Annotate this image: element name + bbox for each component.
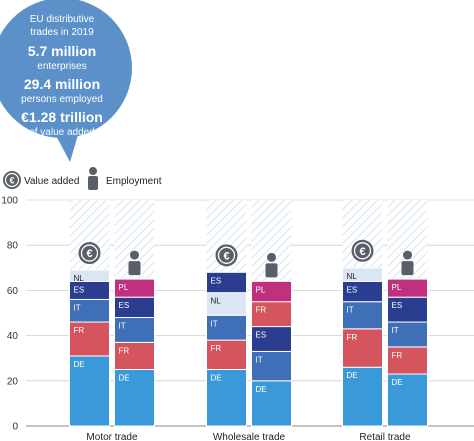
bar-segment xyxy=(114,369,155,427)
bar-segment xyxy=(342,267,383,282)
segment-label: ES xyxy=(256,331,267,340)
x-category-label: Wholesale trade xyxy=(213,432,286,441)
y-tick-label: 40 xyxy=(7,331,19,342)
person-icon xyxy=(265,252,278,278)
info-enterprises-label: enterprises xyxy=(37,61,86,72)
svg-text:€: € xyxy=(223,250,229,262)
segment-label: PL xyxy=(119,283,129,292)
segment-label: ES xyxy=(74,285,85,294)
euro-icon: € xyxy=(351,239,374,262)
segment-label: DE xyxy=(392,378,403,387)
bar-segment xyxy=(342,301,383,330)
bar-segment xyxy=(69,269,110,282)
category-labels: Motor trade Wholesale trade Retail trade xyxy=(86,432,411,441)
y-tick-label: 100 xyxy=(1,196,18,207)
person-icon xyxy=(88,167,98,190)
bar-segment xyxy=(206,339,247,370)
segment-label: FR xyxy=(392,351,403,360)
segment-label: DE xyxy=(119,374,130,383)
bar-segment xyxy=(342,366,383,427)
segment-label: IT xyxy=(74,303,81,312)
bar-group: DE FR IT NL ES € DE IT ES FR PL xyxy=(206,200,292,427)
svg-text:€: € xyxy=(9,176,14,186)
segment-label: DE xyxy=(211,374,222,383)
segment-label: DE xyxy=(347,371,358,380)
segment-label: FR xyxy=(119,346,130,355)
bar-segment xyxy=(114,317,155,343)
info-enterprises-value: 5.7 million xyxy=(28,43,96,59)
bar-segment xyxy=(387,373,428,427)
person-icon xyxy=(128,250,141,276)
segment-label: FR xyxy=(211,344,222,353)
info-title-line1: EU distributive xyxy=(30,14,95,25)
segment-label: ES xyxy=(392,301,403,310)
bar-segment xyxy=(206,314,247,341)
bar-group: DE FR IT ES NL € DE FR IT ES PL xyxy=(342,200,428,427)
segment-label: PL xyxy=(392,283,402,292)
segment-label: ES xyxy=(119,301,130,310)
legend-employment-label: Employment xyxy=(106,176,162,187)
y-tick-label: 80 xyxy=(7,241,19,252)
bar-segment xyxy=(206,271,247,294)
y-tick-label: 0 xyxy=(12,422,18,433)
svg-text:€: € xyxy=(86,248,92,260)
euro-icon: € xyxy=(3,171,21,189)
x-category-label: Retail trade xyxy=(359,432,411,441)
bar-segment xyxy=(114,341,155,371)
bar-segment xyxy=(251,380,292,427)
x-category-label: Motor trade xyxy=(86,432,138,441)
bar-segment xyxy=(251,326,292,352)
segment-label: NL xyxy=(347,272,358,281)
segment-label: FR xyxy=(347,333,358,342)
bar-segment xyxy=(114,278,155,298)
segment-label: NL xyxy=(211,297,222,306)
info-persons-label: persons employed xyxy=(21,94,103,105)
info-bubble: EU distributive trades in 2019 5.7 milli… xyxy=(0,0,132,162)
segment-label: ES xyxy=(347,285,358,294)
euro-icon: € xyxy=(78,242,101,265)
segment-label: IT xyxy=(392,326,399,335)
info-bubble-pointer xyxy=(52,128,80,162)
person-icon xyxy=(401,250,414,276)
bar-segment xyxy=(69,355,110,427)
segment-label: DE xyxy=(74,360,85,369)
legend: € Value added Employment xyxy=(3,167,162,190)
y-tick-label: 20 xyxy=(7,376,19,387)
legend-value-added-label: Value added xyxy=(24,176,79,187)
bar-segment xyxy=(387,278,428,298)
segment-label: IT xyxy=(256,355,263,364)
segment-label: FR xyxy=(256,306,267,315)
bar-segment xyxy=(387,321,428,348)
bar-segment xyxy=(342,328,383,368)
segment-label: PL xyxy=(256,285,266,294)
euro-icon: € xyxy=(215,244,238,267)
bars-layer: DE FR IT ES NL € DE FR IT ES PL DE FR IT NL ES € DE IT ES FR… xyxy=(69,200,428,427)
segment-label: DE xyxy=(256,385,267,394)
segment-label: IT xyxy=(211,319,218,328)
info-persons-value: 29.4 million xyxy=(24,76,100,92)
segment-label: FR xyxy=(74,326,85,335)
segment-label: ES xyxy=(211,276,222,285)
segment-label: IT xyxy=(347,306,354,315)
svg-text:€: € xyxy=(359,246,365,258)
bar-group: DE FR IT ES NL € DE FR IT ES PL xyxy=(69,200,155,427)
info-value-added-value: €1.28 trillion xyxy=(21,109,103,125)
info-value-added-label: of value added xyxy=(29,127,95,138)
y-tick-label: 60 xyxy=(7,286,19,297)
bar-segment xyxy=(251,280,292,303)
segment-label: IT xyxy=(119,322,126,331)
bar-segment xyxy=(387,296,428,323)
info-title-line2: trades in 2019 xyxy=(30,27,94,38)
bar-segment xyxy=(251,350,292,382)
segment-label: NL xyxy=(74,274,85,283)
info-bubble-circle xyxy=(0,0,132,138)
